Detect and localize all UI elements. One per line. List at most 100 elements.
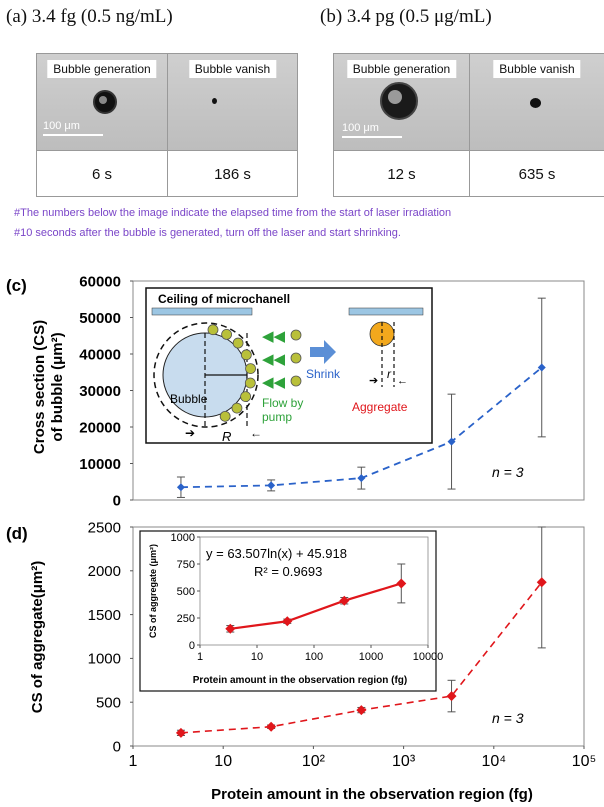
ceiling-bar (151, 307, 253, 316)
bubble-vanish-frame: Bubble vanish (470, 54, 604, 150)
schematic-r: r (387, 367, 392, 381)
bubble-remnant (212, 98, 217, 104)
annotation-c: n = 3 (492, 464, 524, 480)
frame-tag: Bubble generation (346, 60, 457, 78)
inset-ylabel: CS of aggregate (μm²) (148, 544, 158, 638)
data-point (267, 481, 276, 490)
y-tick-label: 1000 (171, 532, 195, 544)
ylabel-c-line1: Cross section (CS) (31, 320, 48, 454)
frame-tag: Bubble vanish (493, 60, 581, 78)
series-line (230, 582, 402, 630)
panel-a-title: (a) 3.4 fg (0.5 ng/mL) (6, 6, 173, 27)
time-label: 12 s (387, 166, 416, 183)
y-tick-label: 2500 (88, 519, 121, 536)
bubble-remnant (530, 98, 541, 108)
ceiling-bar-right (348, 307, 424, 316)
aggregate-particle (240, 391, 252, 402)
data-point (447, 437, 456, 446)
data-point (282, 616, 293, 627)
data-point (537, 363, 546, 372)
x-tick-label: 1 (197, 651, 203, 663)
y-tick-label: 1000 (88, 651, 121, 668)
y-tick-label: 40000 (79, 346, 121, 363)
schematic-inset: Ceiling of microchanell Bubble R ➔ ← ◀◀ … (145, 287, 433, 444)
y-tick-label: 1500 (88, 607, 121, 624)
schematic-R: R (222, 429, 231, 444)
x-tick-label: 10⁵ (572, 753, 596, 770)
schematic-aggregate: Aggregate (352, 400, 408, 414)
data-point (536, 577, 547, 588)
data-point (446, 691, 457, 702)
y-tick-label: 2000 (88, 563, 121, 580)
x-tick-label: 1 (129, 753, 138, 770)
x-tick-label: 10³ (392, 753, 416, 770)
y-tick-label: 10000 (79, 456, 121, 473)
schematic-flow-line1: Flow by (262, 396, 303, 410)
aggregate-particle (207, 324, 219, 336)
annotation-d: n = 3 (492, 710, 524, 726)
panel-a-image: Bubble generation 100 μm Bubble vanish 6… (36, 53, 298, 197)
frame-tag: Bubble generation (47, 60, 157, 78)
y-tick-label: 500 (177, 586, 195, 598)
panel-label-d: (d) (6, 524, 28, 543)
note-line: #10 seconds after the bubble is generate… (14, 227, 401, 239)
data-point (225, 623, 236, 634)
schematic-bubble: Bubble (170, 392, 208, 406)
x-tick-label: 10 (214, 753, 232, 770)
x-tick-label: 100 (305, 651, 323, 663)
x-tick-label: 1000 (359, 651, 383, 663)
aggregate-particle (221, 328, 232, 340)
ylabel-d: CS of aggregate(μm²) (29, 561, 46, 714)
y-tick-label: 0 (113, 738, 121, 755)
y-tick-label: 60000 (79, 273, 121, 290)
data-point (176, 483, 185, 492)
data-point (175, 727, 186, 738)
inset-r2: R² = 0.9693 (254, 564, 322, 579)
bubble-vanish-frame: Bubble vanish (168, 54, 297, 150)
panel-b-title: (b) 3.4 pg (0.5 μg/mL) (320, 6, 492, 27)
arrow-left-icon: ← (397, 375, 408, 387)
inset-chart: 0 250 500 750 1000 1 10 100 1000 10000 y = 63.50… (139, 530, 443, 692)
time-label: 635 s (518, 166, 556, 183)
panel-b-image: Bubble generation 100 μm Bubble vanish 1… (333, 53, 604, 197)
x-tick-label: 10⁴ (481, 753, 506, 770)
xlabel-d: Protein amount in the observation region… (211, 786, 533, 803)
data-point (339, 595, 350, 606)
inset-xlabel: Protein amount in the observation region… (193, 675, 407, 686)
x-tick-label: 10 (251, 651, 263, 663)
time-label: 6 s (91, 166, 112, 183)
aggregate-particle (244, 377, 256, 389)
flow-arrow-icon: ◀◀ (262, 328, 286, 345)
aggregate-particle (219, 410, 231, 422)
flow-arrow-icon: ◀◀ (262, 351, 286, 368)
scale-bar (342, 136, 402, 138)
data-point (356, 705, 367, 716)
arrow-left-icon: ← (250, 426, 262, 440)
y-tick-label: 20000 (79, 419, 121, 436)
aggregate-particle (240, 349, 252, 361)
y-tick-label: 50000 (79, 310, 121, 327)
bubble-dark (93, 90, 117, 114)
scale-label: 100 μm (342, 122, 379, 134)
time-label: 186 s (214, 166, 251, 183)
bubble-generation-frame: Bubble generation 100 μm (37, 54, 167, 150)
y-tick-label: 0 (189, 640, 195, 652)
aggregate-particles (207, 324, 256, 422)
arrow-right-icon: ➔ (369, 375, 378, 387)
data-point (357, 474, 366, 483)
shrink-arrow-icon (310, 340, 336, 364)
plot-frame-d (132, 526, 585, 747)
note-line: #The numbers below the image indicate th… (14, 207, 452, 219)
bubble-generation-frame: Bubble generation 100 μm (334, 54, 469, 150)
panel-label-c: (c) (6, 276, 27, 295)
y-tick-label: 500 (96, 694, 121, 711)
y-tick-label: 0 (113, 492, 121, 509)
data-point (266, 721, 277, 732)
x-tick-label: 10² (302, 753, 326, 770)
scale-bar (43, 134, 103, 136)
ylabel-c: Cross section (CS) of bubble (μm²) (31, 320, 66, 454)
schematic-flow-line2: pump (262, 410, 292, 424)
schematic-ceiling: Ceiling of microchanell (158, 292, 290, 306)
frame-tag: Bubble vanish (188, 60, 277, 78)
